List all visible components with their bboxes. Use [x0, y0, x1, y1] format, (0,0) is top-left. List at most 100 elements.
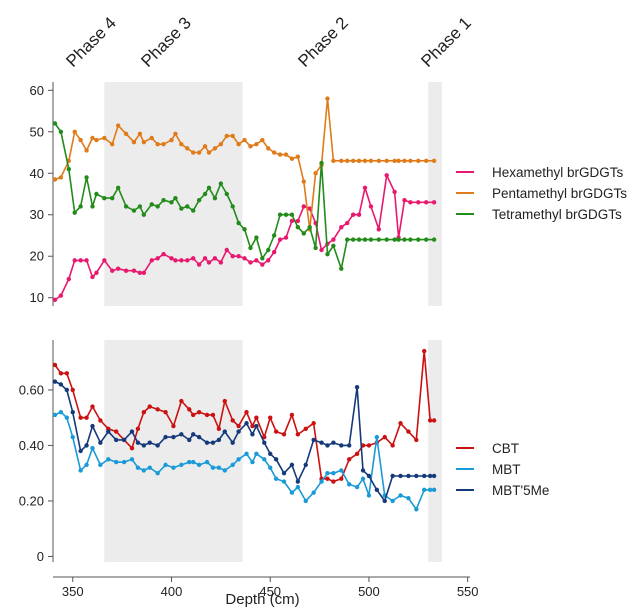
- top-data-point: [266, 247, 271, 253]
- bottom-data-point: [222, 398, 227, 404]
- bottom-data-point: [58, 382, 64, 387]
- bottom-data-point: [78, 448, 83, 454]
- top-data-point: [339, 224, 344, 230]
- bottom-data-point: [254, 423, 259, 429]
- bottom-data-point: [236, 423, 241, 429]
- top-data-point: [313, 171, 318, 176]
- top-data-point: [254, 142, 259, 147]
- top-data-point: [408, 237, 413, 242]
- bottom-data-point: [406, 473, 411, 479]
- top-data-point: [137, 204, 143, 209]
- bottom-phase-shade-1: [104, 340, 243, 562]
- top-data-point: [179, 206, 184, 211]
- top-data-point: [212, 195, 218, 201]
- top-data-point: [356, 158, 362, 164]
- top-legend-label-2: Tetramethyl brGDGTs: [492, 207, 622, 222]
- bottom-data-point: [155, 443, 160, 448]
- top-legend-label-0: Hexamethyl brGDGTs: [492, 165, 624, 180]
- bottom-data-point: [354, 384, 360, 390]
- bottom-x-tick-label: 500: [358, 584, 380, 599]
- top-data-point: [260, 137, 265, 143]
- top-data-point: [66, 166, 71, 172]
- top-data-point: [331, 237, 336, 242]
- bottom-data-point: [289, 462, 295, 468]
- bottom-data-point: [431, 418, 437, 423]
- bottom-data-point: [52, 412, 58, 418]
- bottom-y-tick-label: 0.20: [19, 493, 44, 508]
- top-data-point: [161, 251, 166, 257]
- top-data-point: [362, 185, 368, 190]
- top-data-point: [202, 256, 208, 261]
- bottom-data-point: [64, 415, 70, 420]
- top-data-point: [356, 212, 362, 217]
- bottom-data-point: [295, 432, 301, 437]
- top-data-point: [72, 129, 77, 134]
- top-data-point: [230, 204, 235, 209]
- top-data-point: [58, 293, 64, 298]
- bottom-data-point: [204, 412, 210, 418]
- top-data-point: [224, 247, 229, 253]
- top-data-point: [402, 198, 407, 203]
- bottom-data-point: [431, 473, 437, 479]
- top-data-point: [384, 237, 389, 242]
- bottom-data-point: [422, 348, 427, 354]
- top-data-point: [78, 204, 83, 209]
- top-phase-shade-3: [428, 82, 442, 306]
- bottom-data-point: [295, 484, 301, 490]
- bottom-data-point: [311, 437, 316, 443]
- phase-label-3: Phase 1: [417, 13, 475, 71]
- top-data-point: [52, 121, 58, 126]
- bottom-data-point: [244, 451, 249, 456]
- bottom-data-point: [303, 426, 308, 431]
- bottom-data-point: [382, 498, 387, 504]
- top-data-point: [350, 237, 356, 242]
- top-data-point: [416, 158, 421, 164]
- top-y-tick-label: 40: [30, 166, 44, 181]
- bottom-data-point: [331, 440, 336, 445]
- bottom-data-point: [360, 468, 366, 473]
- phase-label-1: Phase 3: [137, 13, 195, 71]
- bottom-data-point: [346, 443, 352, 448]
- top-data-point: [84, 148, 89, 153]
- top-data-point: [295, 154, 301, 159]
- bottom-data-point: [406, 495, 411, 501]
- bottom-data-point: [422, 473, 427, 479]
- bottom-data-point: [187, 407, 192, 412]
- bottom-data-point: [230, 462, 235, 468]
- bottom-data-point: [90, 404, 95, 409]
- bottom-data-point: [390, 498, 395, 504]
- top-data-point: [325, 96, 330, 101]
- bottom-data-point: [262, 440, 267, 445]
- top-data-point: [230, 133, 235, 139]
- bottom-data-point: [106, 457, 111, 462]
- top-data-point: [254, 258, 259, 263]
- bottom-data-point: [210, 440, 216, 445]
- bottom-data-point: [281, 479, 287, 484]
- top-data-point: [58, 129, 64, 134]
- bottom-data-point: [190, 412, 196, 418]
- bottom-data-point: [339, 443, 344, 448]
- top-data-point: [301, 204, 306, 209]
- top-data-point: [131, 139, 137, 145]
- bottom-data-point: [390, 443, 395, 448]
- bottom-data-point: [179, 432, 184, 437]
- top-data-point: [179, 142, 184, 147]
- bottom-data-point: [406, 429, 411, 434]
- top-data-point: [173, 258, 178, 263]
- top-data-point: [242, 256, 247, 261]
- top-data-point: [248, 260, 253, 265]
- top-data-point: [78, 258, 83, 263]
- bottom-legend-label-2: MBT'5Me: [492, 483, 549, 498]
- bottom-data-point: [216, 465, 222, 470]
- bottom-data-point: [222, 468, 227, 473]
- bottom-data-point: [273, 457, 279, 462]
- top-data-point: [206, 150, 212, 155]
- top-data-point: [131, 268, 137, 273]
- bottom-data-point: [216, 426, 222, 431]
- bottom-data-point: [244, 409, 249, 415]
- bottom-data-point: [289, 490, 295, 495]
- x-axis-title: Depth (cm): [225, 591, 299, 608]
- top-data-point: [402, 237, 407, 242]
- bottom-data-point: [414, 473, 419, 479]
